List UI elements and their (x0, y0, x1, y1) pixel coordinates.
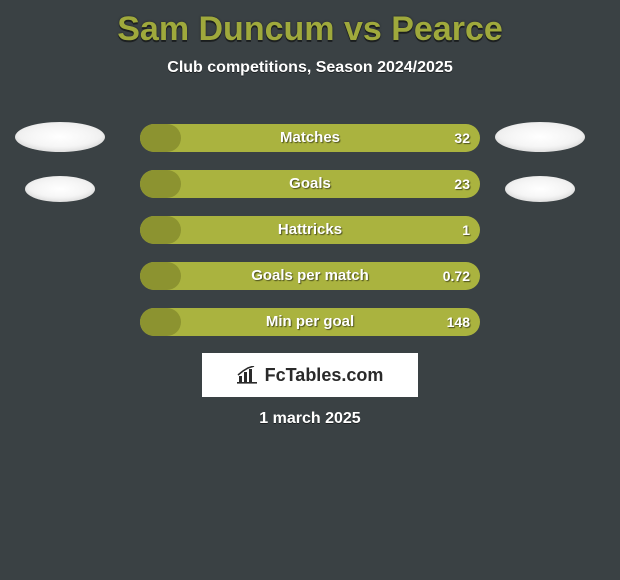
stat-right-value: 23 (454, 170, 470, 198)
stat-label: Goals per match (140, 262, 480, 290)
player2-avatar-1 (495, 122, 585, 152)
stat-label: Matches (140, 124, 480, 152)
brand-badge: FcTables.com (202, 353, 418, 397)
stat-bars: Matches 32 Goals 23 Hattricks 1 Goals pe… (140, 124, 480, 354)
player1-avatar-1 (15, 122, 105, 152)
comparison-infographic: Sam Duncum vs Pearce Club competitions, … (0, 0, 620, 580)
date-label: 1 march 2025 (0, 410, 620, 428)
stat-right-value: 0.72 (443, 262, 470, 290)
page-subtitle: Club competitions, Season 2024/2025 (0, 59, 620, 77)
stat-row-gpm: Goals per match 0.72 (140, 262, 480, 290)
stat-right-value: 148 (447, 308, 470, 336)
brand-label: FcTables.com (265, 365, 384, 386)
brand-text: FcTables.com (237, 365, 384, 386)
stat-label: Goals (140, 170, 480, 198)
stat-right-value: 1 (462, 216, 470, 244)
page-title: Sam Duncum vs Pearce (0, 0, 620, 49)
player1-avatar-2 (25, 176, 95, 202)
chart-icon (237, 366, 259, 384)
player2-avatar-2 (505, 176, 575, 202)
stat-label: Min per goal (140, 308, 480, 336)
stat-row-matches: Matches 32 (140, 124, 480, 152)
stat-row-hattricks: Hattricks 1 (140, 216, 480, 244)
stat-row-minpg: Min per goal 148 (140, 308, 480, 336)
stat-right-value: 32 (454, 124, 470, 152)
stat-row-goals: Goals 23 (140, 170, 480, 198)
stat-label: Hattricks (140, 216, 480, 244)
